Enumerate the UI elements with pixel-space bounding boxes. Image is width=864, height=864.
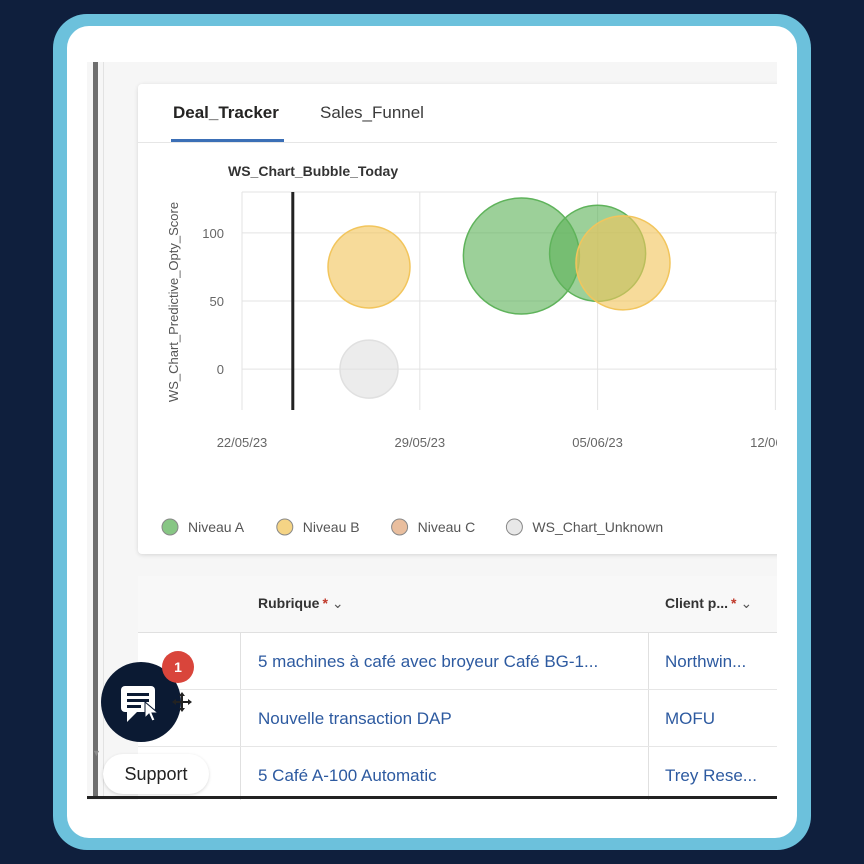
y-axis-label: WS_Chart_Predictive_Opty_Score <box>166 202 181 402</box>
legend-label: Niveau B <box>303 519 360 535</box>
cell-divider <box>648 690 649 746</box>
support-chat-button[interactable] <box>101 662 181 742</box>
chart-bubbles <box>327 197 671 399</box>
y-tick-label: 50 <box>210 294 224 309</box>
legend-swatch <box>276 518 294 536</box>
x-tick-label: 29/05/23 <box>394 435 445 450</box>
bottom-border <box>87 796 777 799</box>
left-divider <box>103 62 104 798</box>
table-row[interactable]: Nouvelle transaction DAP MOFU <box>138 690 777 747</box>
bubble-point[interactable] <box>575 215 671 311</box>
legend-swatch <box>161 518 179 536</box>
column-header-label: Rubrique <box>258 595 320 611</box>
cell-divider <box>648 633 649 689</box>
move-icon[interactable] <box>170 690 194 714</box>
table-row[interactable]: 5 Café A-100 Automatic Trey Rese... <box>138 747 777 800</box>
chart-legend: Niveau A Niveau B Niveau C WS_Chart_Unknown <box>161 518 663 536</box>
required-marker: * <box>731 595 737 611</box>
tab-bar: Deal_Tracker Sales_Funnel <box>138 84 777 143</box>
chat-icon <box>121 686 160 722</box>
left-scrollbar[interactable] <box>93 62 98 798</box>
cell-divider <box>240 747 241 800</box>
legend-label: Niveau A <box>188 519 245 535</box>
tab-sales-funnel[interactable]: Sales_Funnel <box>320 103 424 122</box>
client-link[interactable]: Northwin... <box>665 652 747 671</box>
rubrique-link[interactable]: 5 Café A-100 Automatic <box>258 766 437 785</box>
app-window: ▼ Deal_Tracker Sales_Funnel WS_Chart_Bub… <box>87 62 777 800</box>
legend-swatch <box>391 518 409 536</box>
bubble-point[interactable] <box>327 225 411 309</box>
y-tick-label: 100 <box>202 226 224 241</box>
cell-divider <box>240 633 241 689</box>
screen: ▼ Deal_Tracker Sales_Funnel WS_Chart_Bub… <box>67 26 797 838</box>
active-tab-indicator <box>171 139 284 142</box>
chart-title: WS_Chart_Bubble_Today <box>228 163 398 179</box>
rubrique-link[interactable]: Nouvelle transaction DAP <box>258 709 452 728</box>
cell-divider <box>240 690 241 746</box>
rubrique-link[interactable]: 5 machines à café avec broyeur Café BG-1… <box>258 652 599 671</box>
required-marker: * <box>322 595 328 611</box>
bubble-point[interactable] <box>339 339 399 399</box>
client-link[interactable]: MOFU <box>665 709 716 728</box>
chart-card: Deal_Tracker Sales_Funnel WS_Chart_Bubbl… <box>138 84 777 554</box>
y-axis-ticks: 0 50 100 <box>202 226 224 377</box>
support-label[interactable]: Support <box>103 754 209 794</box>
legend-label: WS_Chart_Unknown <box>532 519 663 535</box>
legend-item[interactable]: WS_Chart_Unknown <box>505 518 663 536</box>
client-link[interactable]: Trey Rese... <box>665 766 757 785</box>
x-tick-label: 12/06/23 <box>750 435 777 450</box>
legend-item[interactable]: Niveau B <box>276 518 360 536</box>
notification-badge: 1 <box>162 651 194 683</box>
cell-divider <box>648 747 649 800</box>
tab-deal-tracker[interactable]: Deal_Tracker <box>173 103 279 122</box>
scroll-down-icon[interactable]: ▼ <box>92 748 101 758</box>
grid-header: Rubrique * ⌄ Client p... * ⌄ <box>138 576 777 633</box>
chevron-down-icon[interactable]: ⌄ <box>740 595 753 611</box>
table-row[interactable]: 5 machines à café avec broyeur Café BG-1… <box>138 633 777 690</box>
column-header-label: Client p... <box>665 595 728 611</box>
chevron-down-icon[interactable]: ⌄ <box>331 595 344 611</box>
legend-item[interactable]: Niveau A <box>161 518 245 536</box>
y-tick-label: 0 <box>217 362 224 377</box>
x-axis-ticks: 22/05/23 29/05/23 05/06/23 12/06/23 <box>217 435 777 450</box>
legend-item[interactable]: Niveau C <box>391 518 476 536</box>
legend-label: Niveau C <box>418 519 476 535</box>
column-header-client[interactable]: Client p... * ⌄ <box>665 595 752 612</box>
x-tick-label: 22/05/23 <box>217 435 268 450</box>
bubble-chart: WS_Chart_Bubble_Today WS_Chart_Predictiv… <box>161 163 777 536</box>
legend-swatch <box>505 518 523 536</box>
x-tick-label: 05/06/23 <box>572 435 623 450</box>
column-header-rubrique[interactable]: Rubrique * ⌄ <box>258 595 344 612</box>
data-grid: Rubrique * ⌄ Client p... * ⌄ 5 machines à ca… <box>138 576 777 800</box>
